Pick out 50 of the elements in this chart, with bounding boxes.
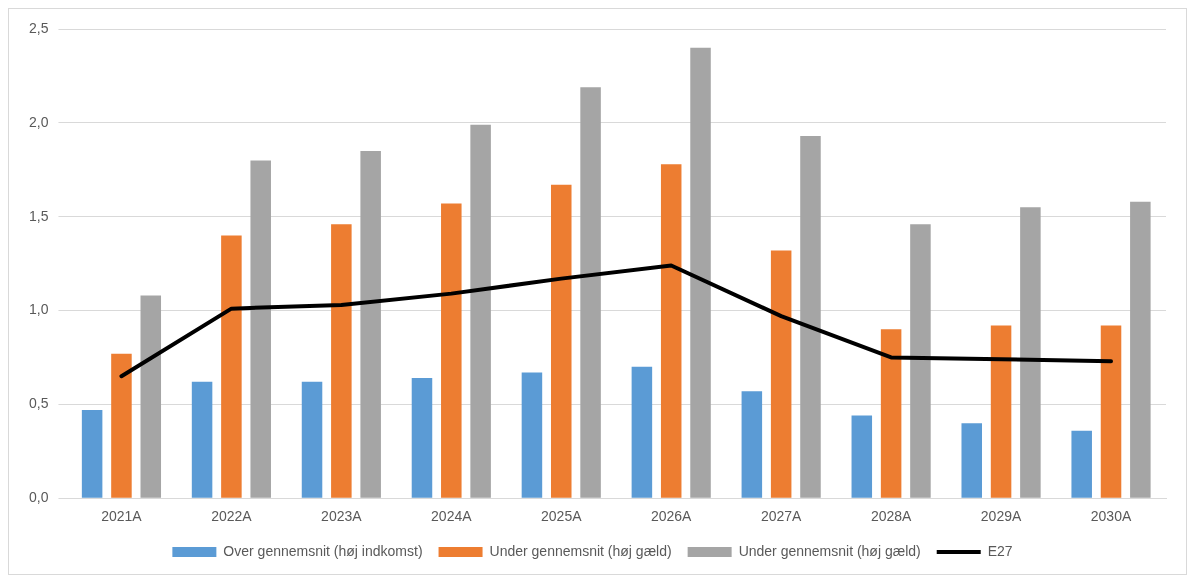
bar — [1100, 325, 1122, 498]
bar — [800, 135, 821, 498]
y-tick-label: 0,5 — [28, 395, 49, 412]
x-tick-label: 2021A — [101, 508, 143, 525]
bar — [331, 224, 352, 498]
bar — [880, 329, 902, 498]
y-tick-label: 0,0 — [28, 489, 49, 506]
bar — [1071, 430, 1092, 498]
bar — [961, 423, 983, 498]
y-tick-label: 2,0 — [28, 113, 49, 130]
bar — [191, 381, 213, 498]
bar — [690, 47, 711, 498]
x-tick-label: 2026A — [650, 508, 693, 525]
x-tick-label: 2027A — [760, 508, 803, 525]
bar — [741, 391, 763, 498]
bar — [851, 415, 873, 498]
x-tick-label: 2029A — [980, 508, 1022, 525]
bar — [470, 124, 491, 498]
bar — [411, 378, 433, 498]
x-tick-label: 2028A — [870, 508, 913, 525]
x-tick-label: 2024A — [431, 508, 473, 525]
y-tick-label: 2,5 — [28, 19, 49, 36]
legend-label: Under gennemsnit (høj gæld) — [738, 542, 921, 559]
legend-label: E27 — [987, 542, 1013, 559]
y-tick-label: 1,5 — [28, 207, 49, 224]
bar — [990, 325, 1012, 498]
bar — [631, 366, 653, 498]
bar — [1130, 201, 1151, 498]
bar — [360, 150, 381, 498]
legend-label: Under gennemsnit (høj gæld) — [489, 542, 672, 559]
bar — [140, 295, 162, 498]
bar — [770, 250, 792, 498]
x-tick-label: 2022A — [211, 508, 253, 525]
bar — [521, 372, 543, 498]
legend-label: Over gennemsnit (høj indkomst) — [223, 542, 423, 559]
bar — [111, 353, 132, 498]
bar — [910, 224, 931, 498]
bar — [81, 409, 103, 498]
x-tick-label: 2030A — [1090, 508, 1132, 525]
bar — [301, 381, 323, 498]
y-tick-label: 1,0 — [28, 301, 49, 318]
x-tick-label: 2023A — [321, 508, 363, 525]
bar — [250, 160, 271, 498]
bar — [660, 164, 682, 498]
bar — [550, 184, 572, 498]
bar — [1020, 207, 1041, 498]
bar — [580, 87, 601, 498]
bar — [441, 203, 462, 498]
x-tick-label: 2025A — [541, 508, 583, 525]
bar — [221, 235, 242, 498]
